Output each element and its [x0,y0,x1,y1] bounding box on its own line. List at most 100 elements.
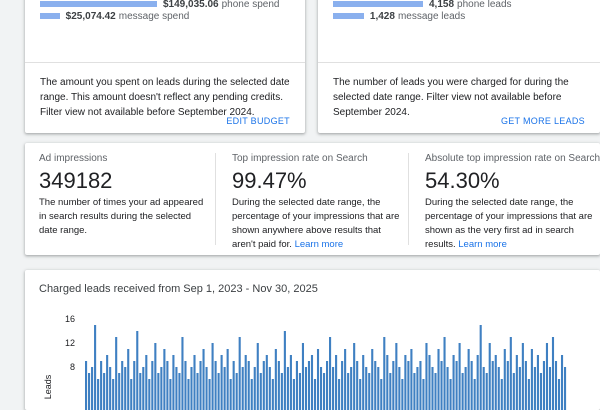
bar [202,349,205,410]
bar [425,343,428,410]
bar [130,379,133,410]
bar [485,373,488,410]
bar [169,379,172,410]
bar [217,373,220,410]
bar [85,361,88,410]
bar [133,361,136,410]
bar [335,355,338,410]
bar [181,337,184,410]
stat-label: phone spend [221,0,280,10]
stat-row: 4,158 phone leads [333,0,512,10]
description-text: During the selected date range, the perc… [232,197,400,250]
stat-bar [333,13,364,19]
bar [286,367,289,410]
metric-value: 99.47% [232,168,307,193]
bar [479,325,482,410]
bar [211,343,214,410]
bar [491,361,494,410]
bar [464,367,467,410]
bar [142,367,145,410]
bar [280,373,283,410]
bar [368,373,371,410]
bar [127,349,130,410]
bar [362,355,365,410]
bar [380,379,383,410]
bar [503,349,506,410]
bar [100,361,103,410]
bar [338,379,341,410]
bar [145,355,148,410]
bar [521,343,524,410]
bar [404,355,407,410]
bar [326,361,329,410]
leads-card: The number of leads you were charged for… [318,0,600,133]
separator [408,153,409,245]
bar [187,379,190,410]
bar [238,337,241,410]
bar [190,367,193,410]
bar [515,355,518,410]
bar [452,355,455,410]
bar [208,379,211,410]
bar [506,361,509,410]
bar [347,373,350,410]
bar [178,373,181,410]
bar [226,349,229,410]
bar [121,361,124,410]
learn-more-link[interactable]: Learn more [458,239,507,250]
y-tick-label: 8 [70,362,75,372]
get-more-leads-button[interactable]: GET MORE LEADS [500,116,585,126]
bar [512,373,515,410]
bar [449,379,452,410]
bar [359,379,362,410]
bar [256,343,259,410]
stat-value: $149,035.06 [163,0,219,10]
bar [292,379,295,410]
bar [389,373,392,410]
bar [247,361,250,410]
bar [214,361,217,410]
bar [184,361,187,410]
bar [205,367,208,410]
bar [392,361,395,410]
bar [401,379,404,410]
bar [446,367,449,410]
bar [524,361,527,410]
bar [428,355,431,410]
bar [259,373,262,410]
edit-budget-button[interactable]: EDIT BUDGET [226,116,290,126]
bar [103,373,106,410]
bar [307,361,311,410]
bar [112,379,115,410]
bar [109,367,112,410]
stat-label: message leads [397,10,466,22]
stat-value: 1,428 [369,10,395,22]
bar [332,367,335,410]
bar [557,379,561,410]
separator [215,153,216,245]
bar [395,343,398,410]
bar [500,379,503,410]
learn-more-link[interactable]: Learn more [294,239,344,250]
stat-label: message spend [118,10,190,22]
bar [118,373,121,410]
bar [262,361,265,410]
bar [563,367,567,410]
bar [539,373,542,410]
bar [371,349,374,410]
bar [283,331,286,410]
metric-label: Top impression rate on Search [232,153,368,164]
bar [175,367,178,410]
bar [295,361,298,410]
stat-value: 4,158 [429,0,455,10]
metric-value: 54.30% [425,168,500,193]
bar [386,355,389,410]
bar [265,355,268,410]
bar [172,355,175,410]
bar [455,361,458,410]
page: The amount you spent on leads during the… [25,0,600,410]
bar [509,337,512,410]
bar [398,367,401,410]
bar [518,367,521,410]
metric-description: During the selected date range, the perc… [232,196,402,252]
